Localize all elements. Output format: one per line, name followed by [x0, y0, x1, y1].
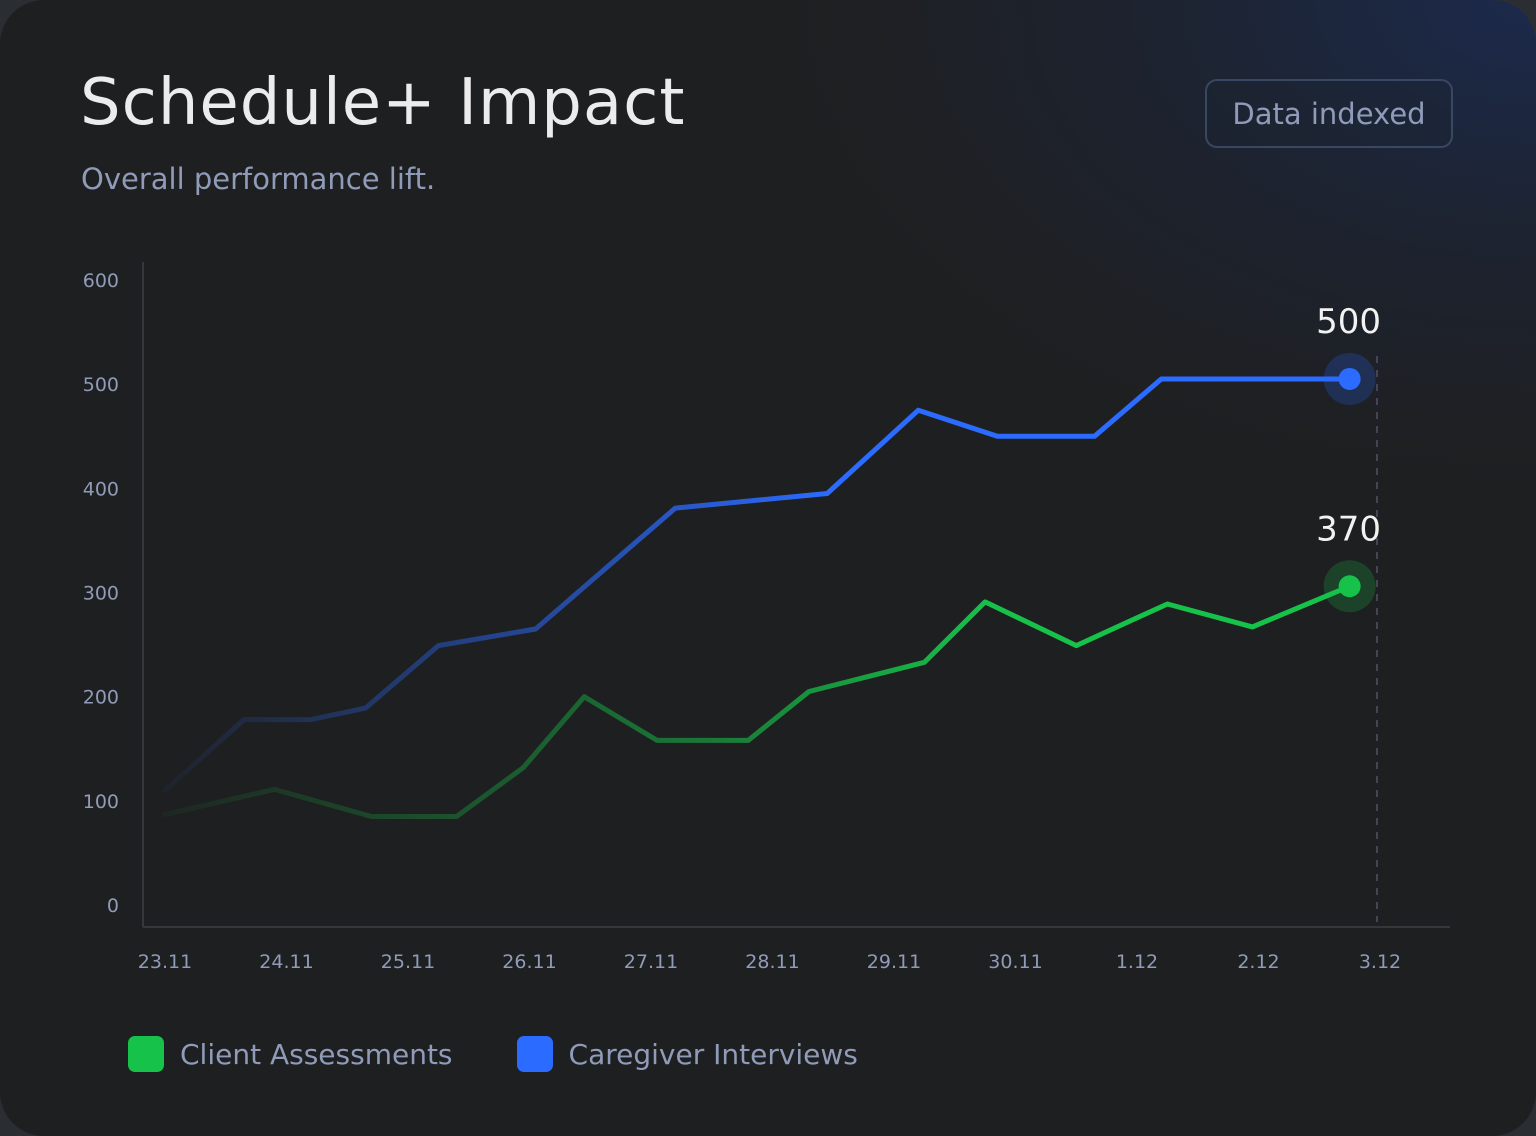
- y-tick-label: 200: [83, 687, 119, 709]
- series-line-caregiver-interviews: [162, 376, 1353, 793]
- y-tick-label: 500: [83, 374, 119, 396]
- x-tick-label: 26.11: [502, 951, 556, 973]
- series-line-client-assessments: [162, 583, 1353, 819]
- x-tick-label: 1.12: [1116, 951, 1158, 973]
- x-tick-label: 30.11: [988, 951, 1042, 973]
- y-tick-label: 100: [83, 791, 119, 813]
- y-tick-label: 400: [83, 478, 119, 500]
- legend-swatch-blue: [516, 1036, 553, 1072]
- x-tick-label: 24.11: [259, 951, 313, 973]
- series-lines: [162, 376, 1353, 819]
- x-tick-label: 2.12: [1237, 951, 1279, 973]
- legend-item-caregiver-interviews[interactable]: Caregiver Interviews: [516, 1036, 858, 1072]
- y-tick-label: 0: [107, 895, 119, 917]
- x-tick-label: 25.11: [381, 951, 435, 973]
- x-tick-label: 28.11: [745, 951, 799, 973]
- end-marker[interactable]: [1338, 575, 1361, 598]
- legend-label-caregiver-interviews: Caregiver Interviews: [568, 1037, 858, 1071]
- x-tick-label: 29.11: [867, 951, 921, 973]
- page-subtitle: Overall performance lift.: [81, 162, 436, 196]
- page-title: Schedule+ Impact: [80, 66, 686, 140]
- legend: Client Assessments Caregiver Interviews: [128, 1036, 922, 1072]
- legend-item-client-assessments[interactable]: Client Assessments: [128, 1036, 453, 1072]
- y-tick-label: 300: [83, 583, 119, 605]
- end-marker[interactable]: [1338, 367, 1361, 390]
- y-tick-label: 600: [83, 270, 119, 292]
- end-value-label: 370: [1316, 509, 1381, 549]
- x-tick-label: 3.12: [1359, 951, 1401, 973]
- legend-label-client-assessments: Client Assessments: [180, 1037, 453, 1071]
- end-markers: 370 500: [1316, 302, 1381, 613]
- legend-swatch-green: [128, 1036, 164, 1072]
- x-tick-label: 27.11: [624, 951, 678, 973]
- data-indexed-badge[interactable]: Data indexed: [1205, 79, 1453, 148]
- y-tick-labels: 0 100 200 300 400 500 600: [83, 270, 119, 917]
- x-tick-labels: 23.11 24.11 25.11 26.11 27.11 28.11 29.11 30.11…: [138, 951, 1401, 973]
- x-tick-label: 23.11: [138, 951, 192, 973]
- end-value-label: 500: [1316, 302, 1381, 342]
